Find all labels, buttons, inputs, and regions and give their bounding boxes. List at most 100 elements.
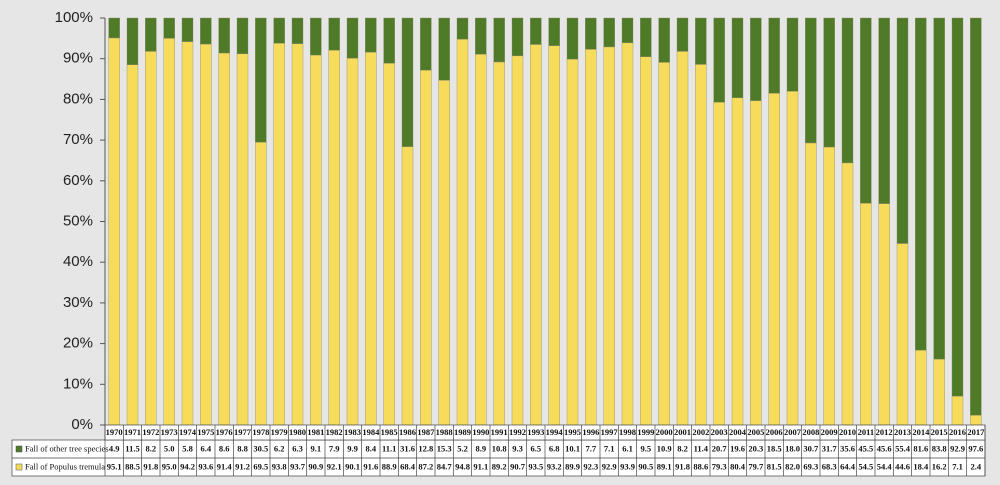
x-tick-label: 1994 — [546, 427, 564, 437]
bar-segment — [218, 17, 230, 54]
x-tick-label: 1993 — [527, 427, 544, 437]
table-value: 6.4 — [201, 443, 212, 453]
table-value: 79.3 — [712, 461, 727, 471]
table-value: 91.4 — [217, 461, 233, 471]
x-tick-label: 2001 — [674, 427, 691, 437]
bar-segment — [181, 41, 194, 426]
table-value: 35.6 — [840, 443, 855, 453]
table-value: 16.2 — [932, 461, 947, 471]
bar-segment — [860, 17, 872, 204]
bar-segment — [310, 54, 322, 426]
bar-segment — [420, 69, 432, 426]
table-value: 91.1 — [473, 461, 488, 471]
bar-segment — [126, 17, 139, 66]
table-value: 95.0 — [162, 461, 177, 471]
bar-segment — [328, 49, 340, 426]
y-tick-label: 30% — [63, 294, 93, 311]
table-value: 92.9 — [602, 461, 617, 471]
x-tick-label: 2005 — [747, 427, 764, 437]
bar-segment — [915, 349, 927, 426]
table-value: 54.5 — [858, 461, 873, 471]
bar-segment — [970, 415, 982, 426]
bar-segment — [823, 146, 835, 426]
table-value: 91.8 — [143, 461, 158, 471]
x-tick-label: 1986 — [399, 427, 416, 437]
bar-segment — [108, 17, 120, 39]
x-tick-label: 2002 — [692, 427, 709, 437]
bar-segment — [475, 17, 487, 55]
bar-segment — [163, 17, 175, 39]
bar-segment — [346, 58, 359, 426]
bar-segment — [566, 17, 579, 60]
table-value: 9.1 — [311, 443, 322, 453]
bar-segment — [878, 203, 890, 426]
table-value: 88.6 — [693, 461, 708, 471]
table-value: 89.9 — [565, 461, 580, 471]
bar-segment — [401, 146, 414, 426]
table-value: 5.8 — [182, 443, 193, 453]
bar-segment — [126, 64, 139, 426]
table-value: 18.5 — [767, 443, 782, 453]
bar-segment — [603, 17, 615, 48]
bar-segment — [768, 93, 780, 426]
x-tick-label: 1997 — [601, 427, 619, 437]
bar-segment — [200, 17, 212, 45]
table-value: 69.5 — [253, 461, 268, 471]
bar-segment — [511, 55, 524, 426]
table-value: 6.8 — [549, 443, 560, 453]
y-tick-label: 50% — [63, 212, 93, 229]
table-value: 45.6 — [877, 443, 892, 453]
legend-label: Fall of other tree species — [25, 443, 109, 453]
table-value: 94.2 — [180, 461, 195, 471]
table-value: 88.9 — [382, 461, 397, 471]
table-value: 6.2 — [274, 443, 285, 453]
x-tick-label: 1995 — [564, 427, 581, 437]
y-tick-label: 80% — [63, 90, 93, 107]
table-value: 7.7 — [586, 443, 597, 453]
table-value: 9.9 — [347, 443, 358, 453]
x-tick-label: 2010 — [839, 427, 856, 437]
bar-segment — [420, 17, 432, 71]
bar-segment — [401, 17, 414, 147]
x-tick-label: 2008 — [802, 427, 819, 437]
bar-segment — [823, 17, 835, 148]
x-tick-label: 1974 — [179, 427, 197, 437]
bar-segment — [236, 53, 249, 426]
table-value: 91.8 — [675, 461, 690, 471]
x-tick-label: 1984 — [362, 427, 380, 437]
bar-segment — [585, 49, 597, 426]
bar-segment — [365, 17, 377, 53]
table-value: 89.1 — [657, 461, 672, 471]
table-value: 7.1 — [952, 461, 963, 471]
table-value: 90.5 — [638, 461, 653, 471]
table-value: 31.6 — [400, 443, 415, 453]
x-tick-label: 1973 — [161, 427, 178, 437]
x-tick-label: 2017 — [967, 427, 985, 437]
bar-segment — [805, 17, 817, 144]
table-value: 97.6 — [968, 443, 983, 453]
x-tick-label: 1981 — [307, 427, 324, 437]
bar-segment — [841, 17, 854, 164]
table-value: 9.5 — [641, 443, 652, 453]
table-value: 92.9 — [950, 443, 965, 453]
table-value: 7.9 — [329, 443, 340, 453]
bar-segment — [878, 17, 890, 204]
bar-segment — [255, 141, 267, 426]
table-value: 30.5 — [253, 443, 268, 453]
table-value: 94.8 — [455, 461, 470, 471]
table-value: 10.1 — [565, 443, 580, 453]
table-value: 93.7 — [290, 461, 306, 471]
bar-segment — [603, 46, 615, 426]
bar-segment — [695, 64, 707, 426]
x-tick-label: 1979 — [271, 427, 288, 437]
table-value: 88.5 — [125, 461, 140, 471]
bar-segment — [860, 202, 872, 426]
bar-segment — [915, 17, 927, 351]
table-value: 93.2 — [547, 461, 562, 471]
bar-segment — [951, 395, 964, 426]
bar-segment — [493, 61, 505, 426]
bar-segment — [805, 142, 817, 426]
x-tick-label: 2011 — [858, 427, 875, 437]
bar-segment — [786, 91, 799, 426]
bar-segment — [511, 17, 524, 57]
